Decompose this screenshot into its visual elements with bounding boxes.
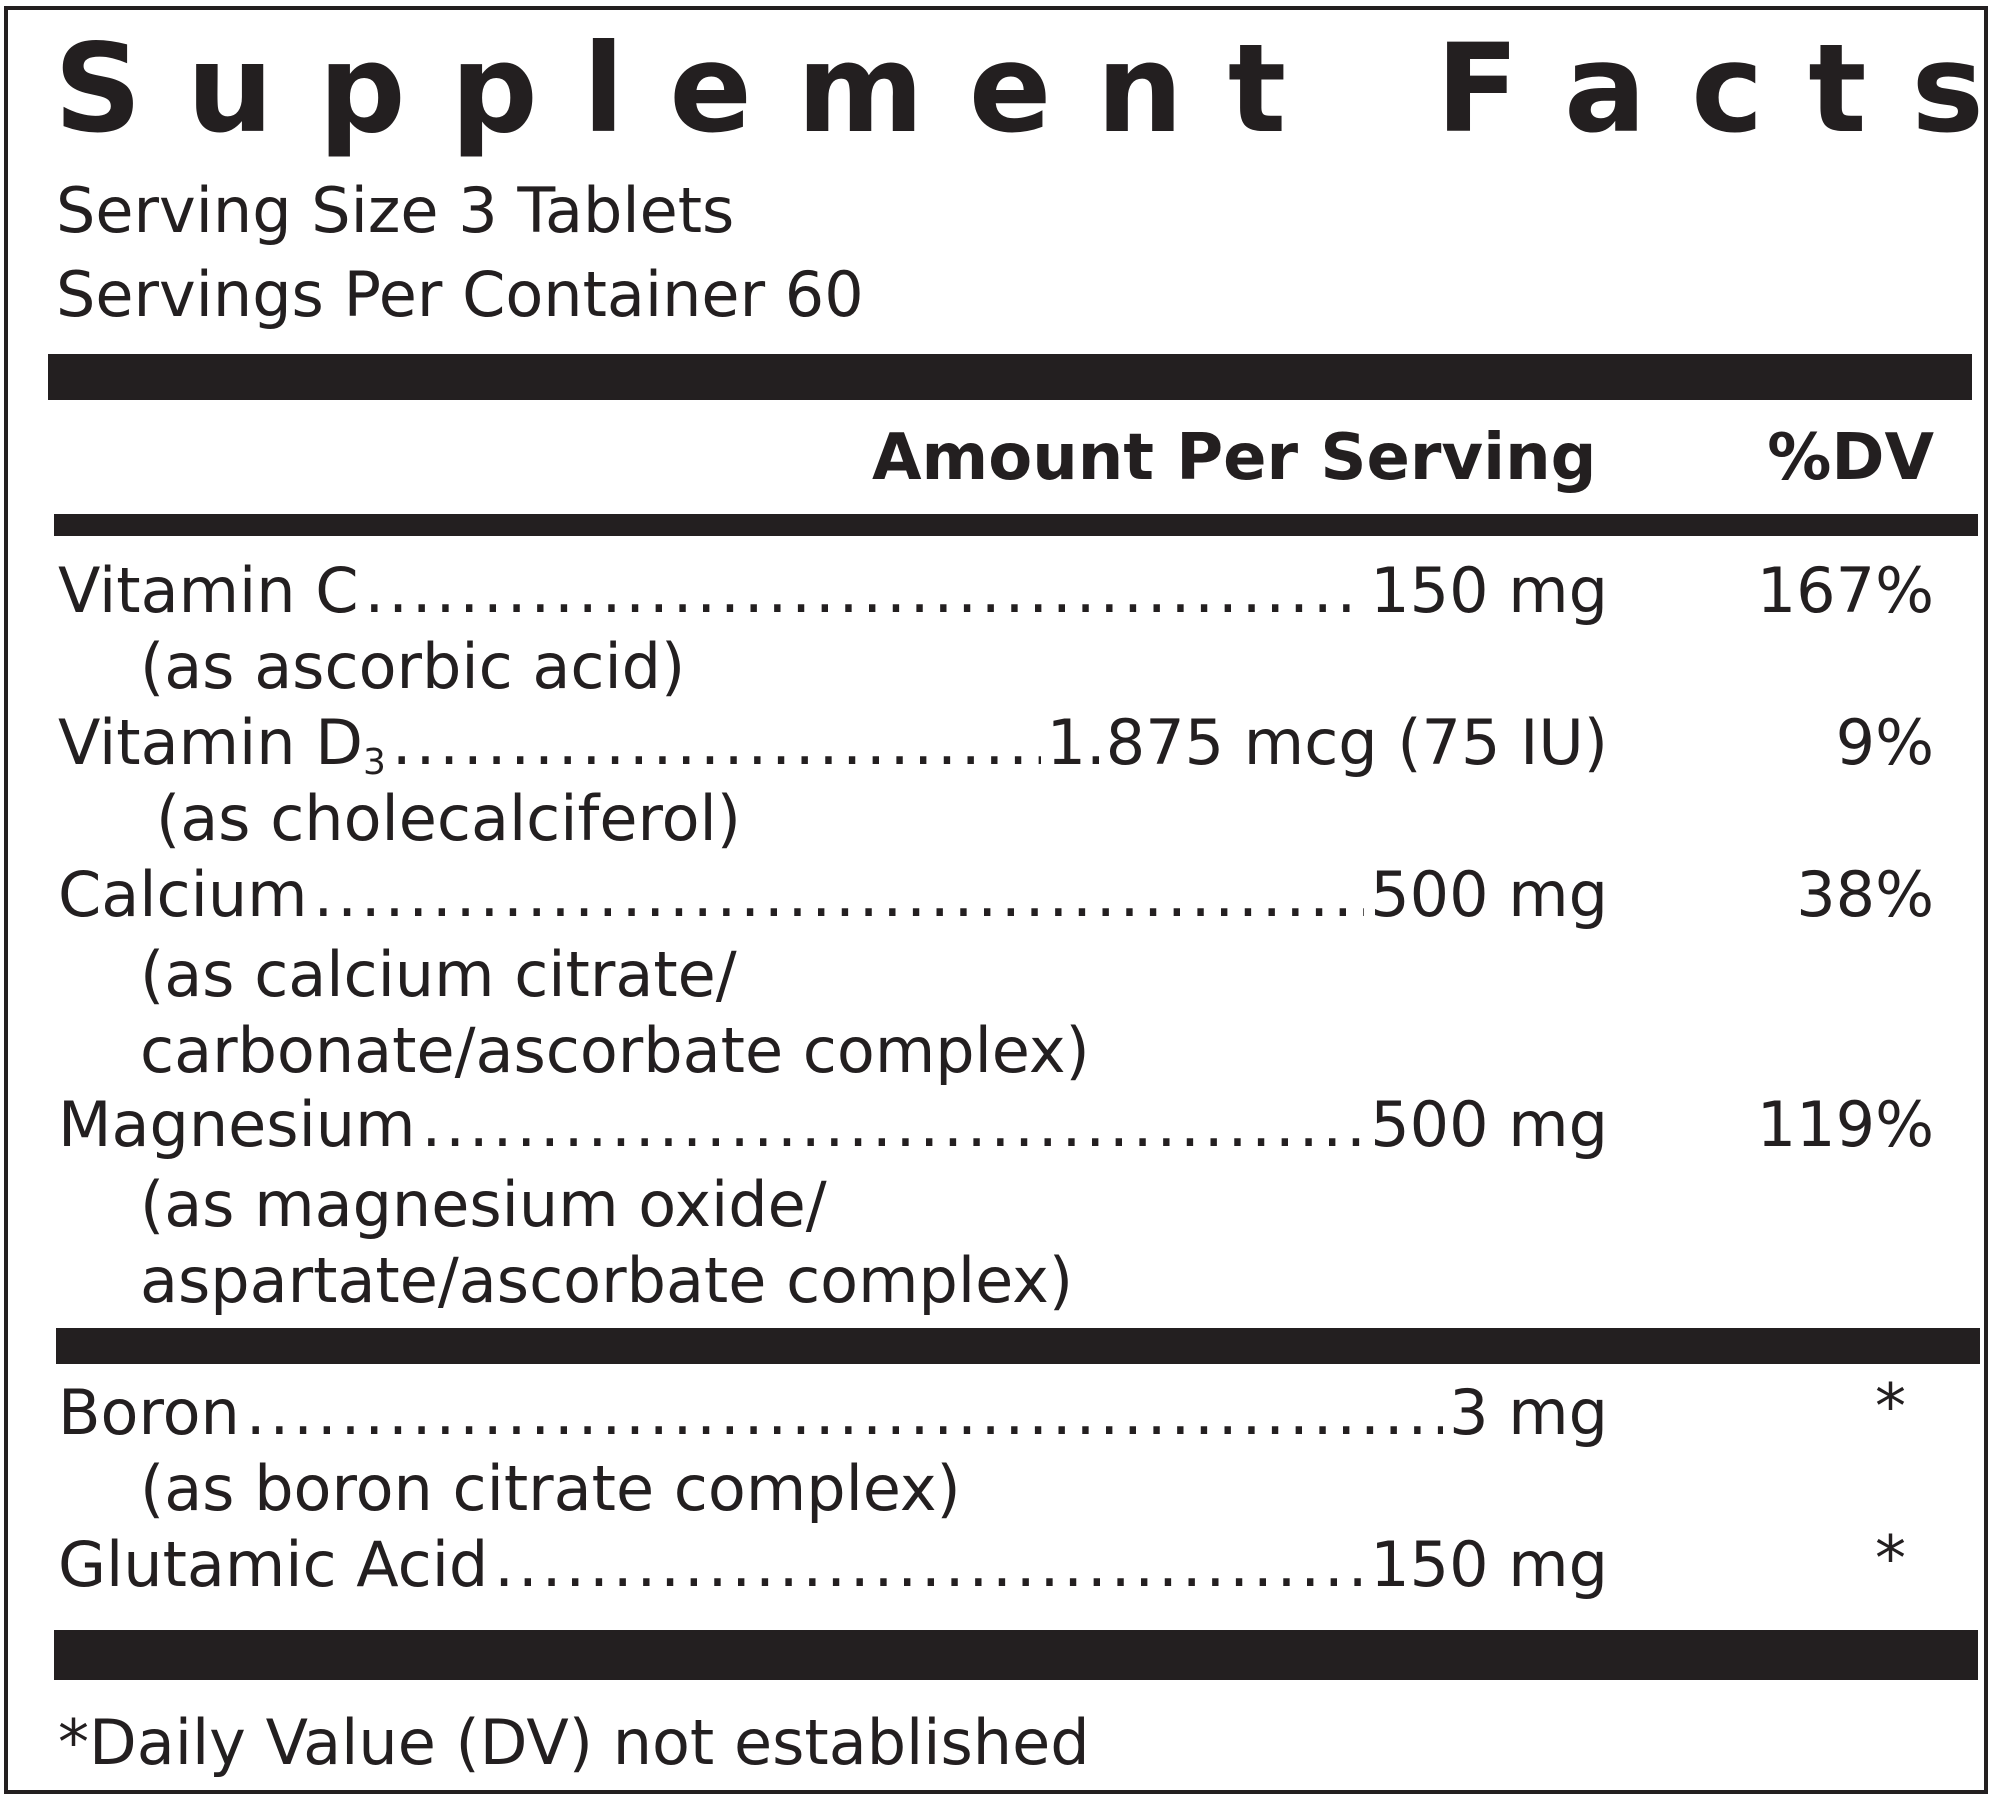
medium-divider [54,514,1978,536]
nutrient-name: Vitamin C [58,554,359,627]
title-letter: S [54,18,142,160]
title-letter: c [1691,18,1764,160]
nutrient-dv: * [1875,1370,1906,1443]
nutrient-source: (as magnesium oxide/ [140,1168,827,1241]
nutrient-amount: 150 mg [1370,554,1608,627]
title-letter: s [1911,18,1984,160]
nutrient-row: Vitamin D3 .............................… [58,706,1608,784]
nutrient-source: (as calcium citrate/ [140,938,737,1011]
thick-divider [48,354,1972,400]
title-letter: e [968,18,1052,160]
title-letter: t [1808,18,1867,160]
nutrient-name: Boron [58,1376,240,1449]
nutrient-name: Magnesium [58,1088,416,1161]
nutrient-dv: * [1875,1522,1906,1595]
title-letter: a [1563,18,1647,160]
panel-title: S u p p l e m e n t F a c t s [54,24,1984,154]
thick-divider [56,1328,1980,1364]
nutrient-name: Calcium [58,858,308,931]
dot-leader: ........................................… [494,1530,1365,1600]
title-letter: p [450,18,538,160]
title-letter: u [186,18,274,160]
nutrient-dv: 9% [1835,706,1934,779]
nutrient-row: Magnesium ..............................… [58,1090,1608,1160]
serving-size: Serving Size 3 Tablets [56,174,735,247]
nutrient-subscript: 3 [362,742,386,783]
dot-leader: ........................................… [391,708,1041,778]
nutrient-source: (as ascorbic acid) [140,630,686,703]
servings-per-container: Servings Per Container 60 [56,258,864,331]
title-letter: F [1435,18,1520,160]
nutrient-amount: 500 mg [1370,1088,1608,1161]
nutrient-source: aspartate/ascorbate complex) [140,1244,1074,1317]
thick-divider [54,1630,1978,1680]
nutrient-row: Boron ..................................… [58,1378,1608,1448]
title-letter: p [318,18,406,160]
nutrient-dv: 38% [1796,858,1934,931]
nutrient-source: (as cholecalciferol) [156,782,741,855]
nutrient-source: carbonate/ascorbate complex) [140,1014,1090,1087]
amount-per-serving-header: Amount Per Serving [872,421,1597,495]
nutrient-amount: 150 mg [1370,1528,1608,1601]
title-letter: l [582,18,625,160]
dv-header: %DV [1767,421,1934,495]
dot-leader: ........................................… [421,1090,1365,1160]
nutrient-row: Calcium ................................… [58,860,1608,930]
dot-leader: ........................................… [245,1378,1443,1448]
nutrient-dv: 167% [1756,554,1934,627]
nutrient-row: Glutamic Acid ..........................… [58,1530,1608,1600]
nutrient-dv: 119% [1756,1088,1934,1161]
dot-leader: ........................................… [364,556,1365,626]
title-letter: m [796,18,924,160]
title-letter: n [1096,18,1184,160]
supplement-facts-panel: S u p p l e m e n t F a c t s Serving Si… [4,6,1988,1794]
nutrient-amount: 3 mg [1449,1376,1608,1449]
nutrient-source: (as boron citrate complex) [140,1452,961,1525]
nutrient-name: Vitamin D3 [58,706,386,784]
nutrient-amount: 500 mg [1370,858,1608,931]
title-letter: e [669,18,752,160]
nutrient-row: Vitamin C ..............................… [58,556,1608,626]
nutrient-name: Glutamic Acid [58,1528,489,1601]
title-letter: t [1227,18,1287,160]
footnote: *Daily Value (DV) not established [58,1706,1090,1779]
nutrient-amount: 1.875 mcg (75 IU) [1046,706,1608,779]
dot-leader: ........................................… [313,860,1365,930]
